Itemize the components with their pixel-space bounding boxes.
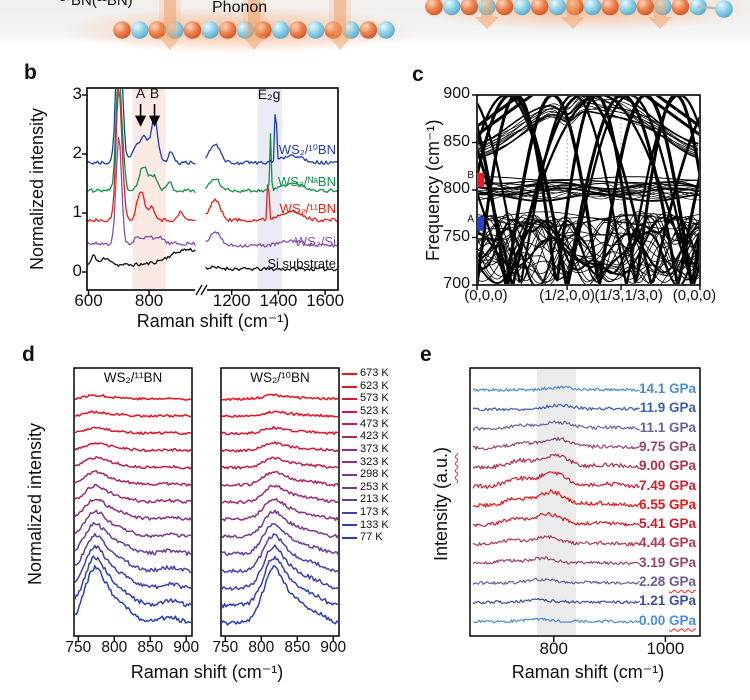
- panel-d-subtitle-11bn: WS₂/¹¹BN: [103, 370, 163, 385]
- panel-letter-c: c: [412, 63, 424, 86]
- panel-e-ylabel-prefix: Intensity (: [431, 483, 451, 562]
- panel-c-ylabel: Frequency (cm⁻¹): [423, 119, 443, 261]
- panel-d-xlabel: Raman shift (cm⁻¹): [130, 662, 284, 682]
- panel-e-ylabel-suffix: ): [431, 446, 451, 453]
- panel-b-ylabel: Normalized intensity: [27, 107, 47, 271]
- isotope-label: ¹⁰BN(¹¹BN): [60, 0, 133, 9]
- panel-e-ylabel: Intensity (a.u.): [431, 398, 451, 610]
- panel-letter-e: e: [420, 343, 432, 366]
- panel-d-ylabel: Normalized intensity: [25, 422, 45, 586]
- phonon-label: Phonon: [212, 0, 268, 16]
- panel-letter-b: b: [24, 61, 37, 84]
- panel-letter-d: d: [22, 343, 35, 366]
- panel-e-xlabel: Raman shift (cm⁻¹): [511, 662, 665, 682]
- panel-b-xlabel: Raman shift (cm⁻¹): [136, 311, 290, 331]
- panel-d-subtitle-10bn: WS₂/¹⁰BN: [250, 370, 310, 385]
- panel-e-ylabel-unit: a.u.: [431, 452, 451, 483]
